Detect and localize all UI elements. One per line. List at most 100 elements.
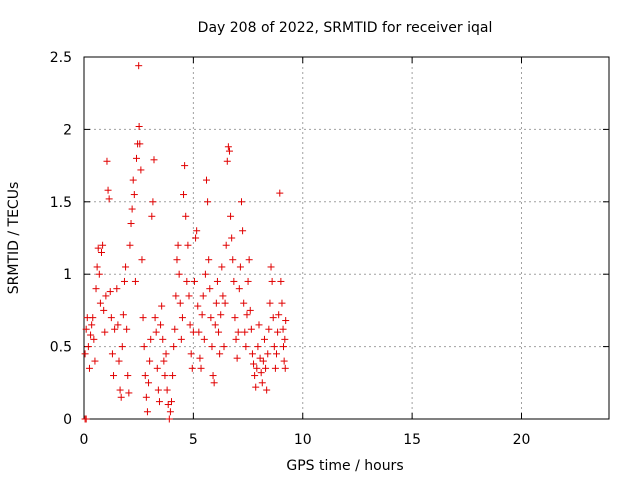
data-point: [157, 321, 165, 329]
data-point: [228, 234, 236, 242]
data-point: [273, 350, 280, 358]
data-point: [143, 408, 151, 416]
data-point: [239, 227, 247, 235]
data-point: [195, 328, 203, 336]
data-point: [192, 234, 200, 242]
data-point: [108, 350, 116, 358]
data-point: [279, 325, 287, 333]
data-point: [222, 241, 230, 249]
data-point: [225, 147, 233, 155]
data-point: [187, 350, 195, 358]
y-tick-labels: 0 0.5 1 1.5 2 2.5: [50, 50, 72, 428]
axis-ticks: [83, 56, 609, 420]
data-point: [130, 191, 138, 199]
x-tick-label: 15: [403, 432, 421, 448]
y-tick-label: 2.5: [50, 50, 72, 66]
data-point: [182, 212, 190, 220]
data-point: [190, 277, 198, 285]
data-point: [277, 277, 285, 285]
data-point: [215, 328, 223, 336]
data-point: [158, 302, 166, 310]
data-point: [242, 343, 250, 351]
data-point: [89, 314, 97, 322]
data-point: [240, 299, 248, 307]
data-point: [203, 176, 210, 184]
data-point: [107, 314, 115, 322]
data-point: [199, 292, 207, 300]
data-point: [281, 335, 289, 343]
data-point: [141, 372, 149, 380]
data-point: [103, 157, 111, 165]
data-point: [278, 299, 286, 307]
data-point: [205, 256, 213, 264]
data-point: [183, 277, 191, 285]
data-point: [173, 256, 181, 264]
data-point: [216, 350, 224, 358]
data-point: [247, 325, 255, 333]
data-point: [270, 343, 278, 351]
data-point: [127, 220, 135, 228]
data-point: [88, 321, 96, 329]
data-point: [252, 383, 260, 391]
data-point: [131, 277, 139, 285]
data-point: [96, 299, 104, 307]
data-point: [163, 386, 171, 394]
data-point: [255, 321, 263, 329]
data-point: [152, 328, 160, 336]
data-point: [153, 364, 161, 372]
data-point: [220, 343, 228, 351]
data-point: [259, 357, 267, 365]
data-point: [172, 292, 180, 300]
data-point: [212, 299, 220, 307]
data-point: [119, 311, 127, 319]
data-point: [217, 311, 225, 319]
data-point: [251, 372, 259, 380]
data-point: [244, 277, 252, 285]
data-point: [213, 277, 221, 285]
data-point: [207, 314, 215, 322]
data-point: [82, 325, 90, 333]
data-point: [265, 325, 273, 333]
data-point: [275, 311, 283, 319]
data-point: [250, 360, 258, 368]
data-point: [186, 321, 194, 329]
data-point: [159, 335, 167, 343]
data-point: [269, 314, 277, 322]
x-tick-label: 0: [80, 432, 89, 448]
data-point: [181, 162, 189, 170]
data-point: [188, 364, 196, 372]
data-point: [133, 154, 140, 162]
data-points: [81, 62, 290, 423]
data-point: [110, 372, 118, 380]
data-point: [116, 386, 124, 394]
data-point: [168, 398, 175, 406]
data-point: [90, 335, 98, 343]
data-point: [177, 335, 185, 343]
data-point: [218, 263, 226, 271]
data-point: [274, 328, 282, 336]
data-point: [256, 354, 264, 362]
data-point: [162, 350, 170, 358]
data-point: [118, 343, 126, 351]
data-point: [234, 328, 242, 336]
data-point: [197, 364, 205, 372]
data-point: [115, 357, 123, 365]
y-tick-label: 0: [63, 412, 72, 428]
data-point: [126, 241, 134, 249]
data-point: [117, 393, 125, 401]
data-point: [114, 321, 122, 329]
data-point: [185, 292, 193, 300]
data-point: [263, 386, 271, 394]
data-point: [176, 299, 184, 307]
data-point: [230, 277, 238, 285]
data-point: [170, 343, 178, 351]
x-tick-labels: 0 5 10 15 20: [80, 432, 531, 448]
data-point: [178, 314, 186, 322]
data-point: [174, 241, 182, 249]
data-point: [281, 364, 289, 372]
data-point: [123, 325, 131, 333]
data-point: [206, 285, 214, 293]
data-point: [271, 364, 279, 372]
data-point: [200, 335, 208, 343]
data-point: [84, 343, 92, 351]
